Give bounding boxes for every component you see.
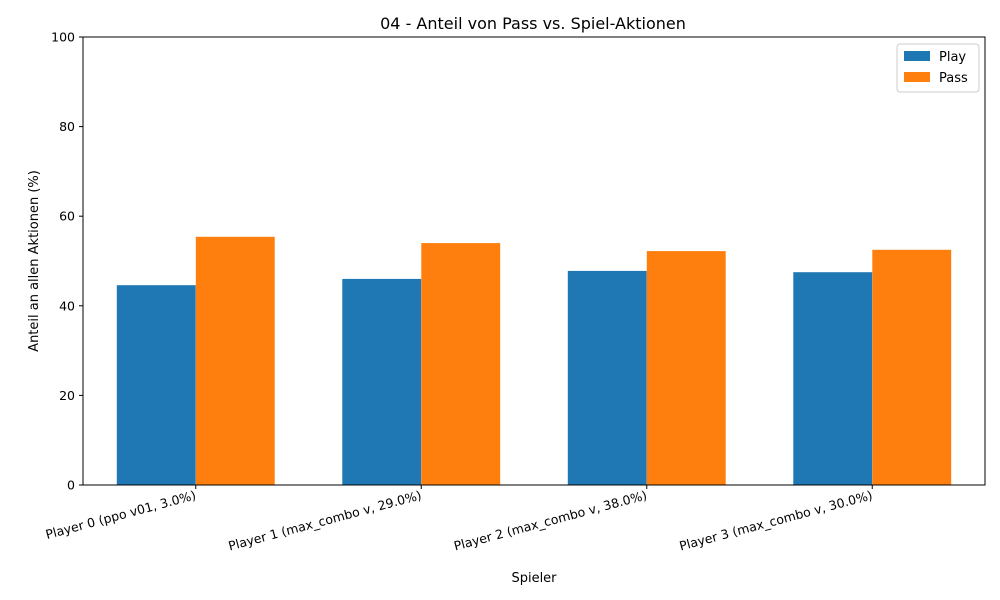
- bar-pass-1: [421, 243, 501, 485]
- y-tick-label: 100: [51, 30, 75, 45]
- y-axis-label: Anteil an allen Aktionen (%): [27, 170, 42, 352]
- bars-layer: [116, 236, 952, 485]
- y-tick-label: 60: [59, 209, 75, 224]
- bar-play-1: [342, 278, 422, 485]
- legend-swatch-play: [904, 51, 930, 61]
- chart-title: 04 - Anteil von Pass vs. Spiel-Aktionen: [380, 14, 686, 33]
- y-tick-label: 40: [59, 298, 75, 313]
- y-tick-label: 20: [59, 388, 75, 403]
- bar-pass-3: [872, 249, 952, 485]
- legend-swatch-pass: [904, 72, 930, 82]
- bar-play-3: [793, 272, 873, 485]
- bar-pass-0: [195, 236, 275, 485]
- bar-play-0: [116, 285, 196, 485]
- y-tick-label: 0: [67, 478, 75, 493]
- x-axis-label: Spieler: [511, 571, 557, 586]
- plot-frame: [82, 36, 986, 486]
- legend-label-play: Play: [939, 50, 966, 65]
- bar-play-2: [567, 270, 647, 485]
- legend-label-pass: Pass: [939, 71, 968, 86]
- legend: Play Pass: [896, 43, 980, 93]
- y-tick-label: 80: [59, 119, 75, 134]
- bar-pass-2: [646, 251, 726, 485]
